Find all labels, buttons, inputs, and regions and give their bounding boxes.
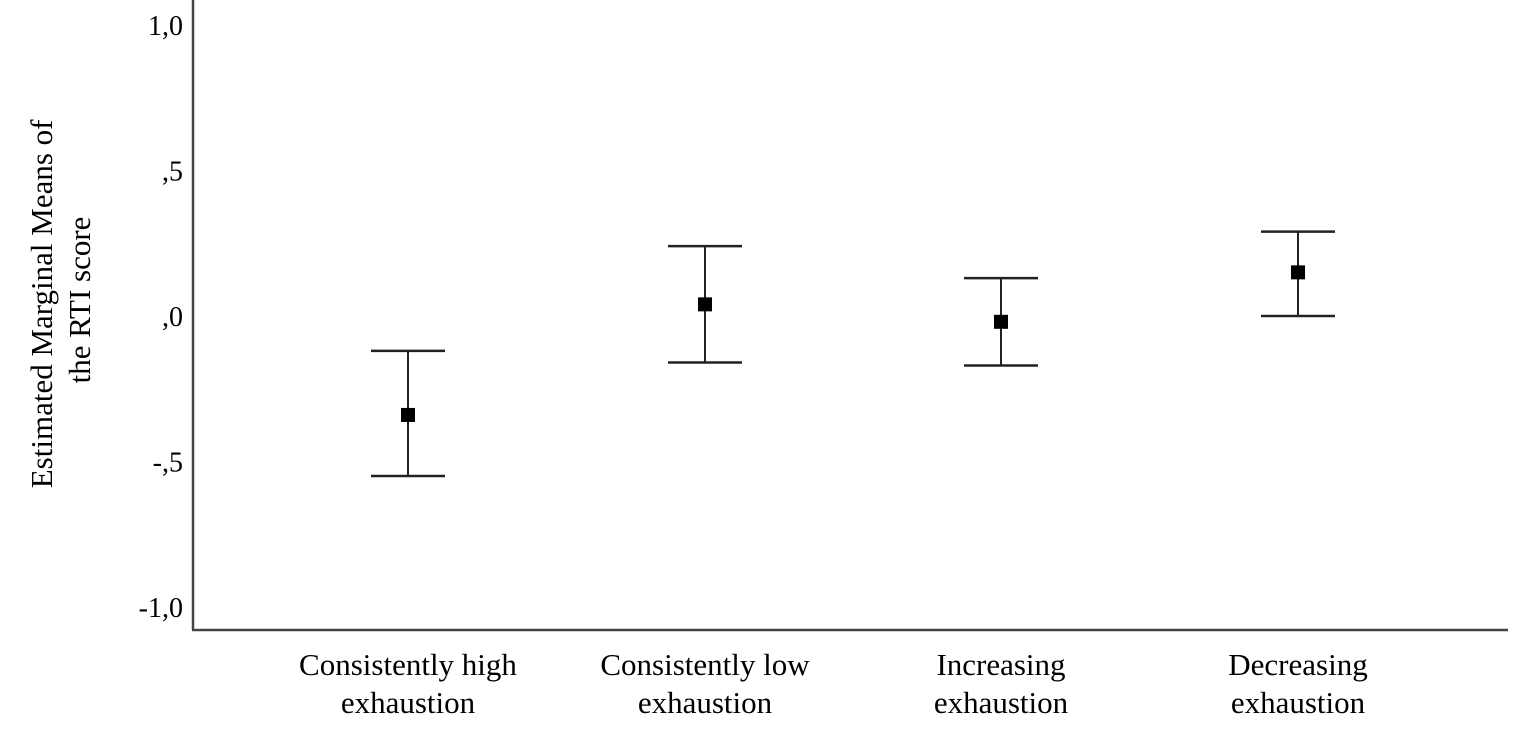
y-tick-label: ,0 [162, 302, 183, 333]
x-category-label: Consistently low exhaustion [600, 647, 810, 720]
error-bar-group [964, 276, 1038, 367]
mean-marker [698, 297, 712, 312]
mean-marker [1291, 265, 1305, 280]
error-bar-group [668, 244, 742, 364]
y-tick-label: -1,0 [139, 593, 183, 624]
y-tick-label: ,5 [162, 157, 183, 188]
y-tick-label: 1,0 [148, 11, 183, 42]
x-category-label: Increasing exhaustion [934, 647, 1069, 720]
y-tick-label: -,5 [153, 448, 183, 479]
mean-marker [994, 314, 1008, 329]
y-axis-label: Estimated Marginal Means of the RTI scor… [24, 112, 97, 489]
x-category-label: Consistently high exhaustion [299, 647, 517, 720]
error-bar-group [1261, 230, 1335, 318]
mean-marker [401, 407, 415, 422]
x-category-label: Decreasing exhaustion [1228, 647, 1367, 720]
error-bar-group [371, 349, 445, 478]
